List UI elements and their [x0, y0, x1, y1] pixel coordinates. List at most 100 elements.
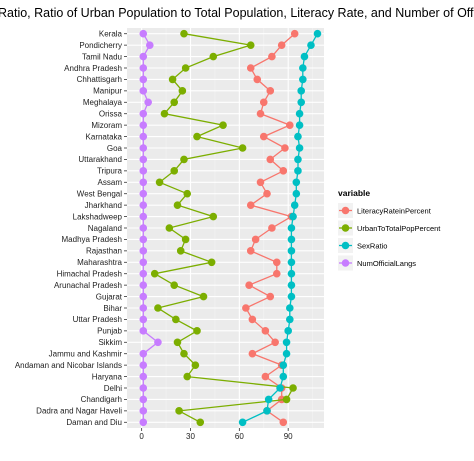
data-point: [295, 144, 304, 152]
y-tick-label: Lakshadweep: [73, 212, 123, 221]
data-point: [139, 167, 148, 175]
series-UrbanToTotalPopPercent: [150, 29, 297, 427]
data-point: [191, 361, 200, 369]
data-point: [165, 224, 174, 232]
y-tick-label: Manipur: [93, 87, 122, 96]
data-point: [289, 212, 297, 221]
legend-label: SexRatio: [357, 242, 387, 251]
y-tick-label: Andhra Pradesh: [64, 64, 122, 73]
y-tick-label: Chandigarh: [81, 395, 122, 404]
y-tick-label: Nagaland: [88, 224, 122, 233]
data-point: [139, 407, 148, 415]
y-tick-label: Jharkhand: [85, 201, 122, 210]
data-point: [170, 98, 179, 107]
data-point: [139, 144, 148, 152]
y-tick-label: Madhya Pradesh: [62, 235, 122, 244]
legend-label: UrbanToTotalPopPercent: [357, 224, 441, 233]
y-tick-label: Maharashtra: [77, 258, 122, 267]
data-point: [282, 349, 291, 358]
data-point: [139, 132, 148, 141]
chart-title: Ratio, Ratio of Urban Population to Tota…: [0, 6, 474, 20]
data-point: [287, 258, 296, 267]
y-tick-label: Karnataka: [86, 132, 123, 141]
legend-label: LiteracyRateinPercent: [357, 207, 432, 216]
data-point: [294, 155, 302, 164]
data-point: [271, 338, 279, 347]
legend-key-point: [341, 241, 350, 250]
data-point: [248, 315, 257, 324]
data-point: [145, 41, 154, 49]
y-tick-label: Tripura: [97, 167, 123, 176]
y-tick-label: Orissa: [99, 110, 123, 119]
data-point: [286, 315, 294, 324]
data-point: [313, 29, 322, 38]
data-point: [286, 121, 294, 129]
data-point: [139, 361, 148, 369]
data-point: [300, 52, 309, 61]
data-point: [139, 224, 148, 232]
y-tick-label: Punjab: [97, 327, 122, 336]
data-point: [238, 144, 247, 152]
data-point: [284, 327, 292, 335]
data-point: [172, 315, 180, 324]
data-point: [299, 75, 307, 84]
data-point: [292, 178, 301, 187]
y-tick-label: West Bengal: [77, 190, 122, 199]
data-point: [176, 247, 185, 255]
data-point: [178, 87, 187, 95]
data-point: [253, 75, 262, 84]
data-point: [279, 167, 288, 175]
y-tick-label: Mizoram: [91, 121, 122, 130]
y-tick-label: Tamil Nadu: [82, 52, 122, 61]
data-point: [183, 372, 192, 381]
data-point: [272, 269, 281, 278]
x-tick-label: 30: [186, 432, 195, 441]
data-point: [287, 281, 296, 289]
data-point: [170, 281, 179, 289]
data-point: [272, 258, 281, 267]
data-point: [139, 304, 148, 312]
x-axis-tick-labels: 0 30 60 90: [139, 428, 293, 441]
data-point: [180, 349, 188, 358]
data-point: [160, 109, 169, 118]
data-point: [259, 132, 268, 141]
data-series: [139, 29, 322, 427]
y-tick-label: Chhattisgarh: [77, 75, 122, 84]
data-point: [139, 258, 148, 267]
data-point: [266, 87, 275, 95]
data-point: [139, 281, 148, 289]
data-point: [139, 418, 148, 427]
data-point: [246, 201, 255, 209]
data-point: [139, 178, 148, 187]
data-point: [263, 407, 271, 415]
data-point: [139, 64, 148, 72]
series-NumOfficialLangs: [139, 29, 162, 427]
data-point: [139, 349, 148, 358]
data-point: [173, 201, 182, 209]
y-tick-label: Andaman and Nicobar Islands: [15, 361, 122, 370]
data-point: [139, 121, 148, 129]
y-tick-label: Bihar: [103, 304, 122, 313]
data-point: [268, 224, 276, 232]
data-point: [276, 384, 284, 392]
data-point: [193, 132, 201, 141]
data-point: [209, 52, 218, 61]
data-point: [246, 41, 255, 49]
data-point: [245, 281, 253, 289]
y-tick-label: Meghalaya: [83, 98, 123, 107]
data-point: [287, 269, 296, 278]
legend-label: NumOfficialLangs: [357, 259, 416, 268]
data-point: [219, 121, 227, 129]
data-point: [287, 224, 296, 232]
data-point: [207, 258, 216, 267]
data-point: [139, 235, 148, 244]
legend-key-point: [341, 259, 350, 267]
y-tick-label: Sikkim: [98, 338, 122, 347]
data-point: [289, 384, 297, 392]
data-point: [139, 292, 148, 301]
data-point: [261, 327, 270, 335]
data-point: [268, 52, 276, 61]
data-point: [307, 41, 315, 49]
data-point: [256, 109, 265, 118]
data-point: [144, 98, 152, 107]
